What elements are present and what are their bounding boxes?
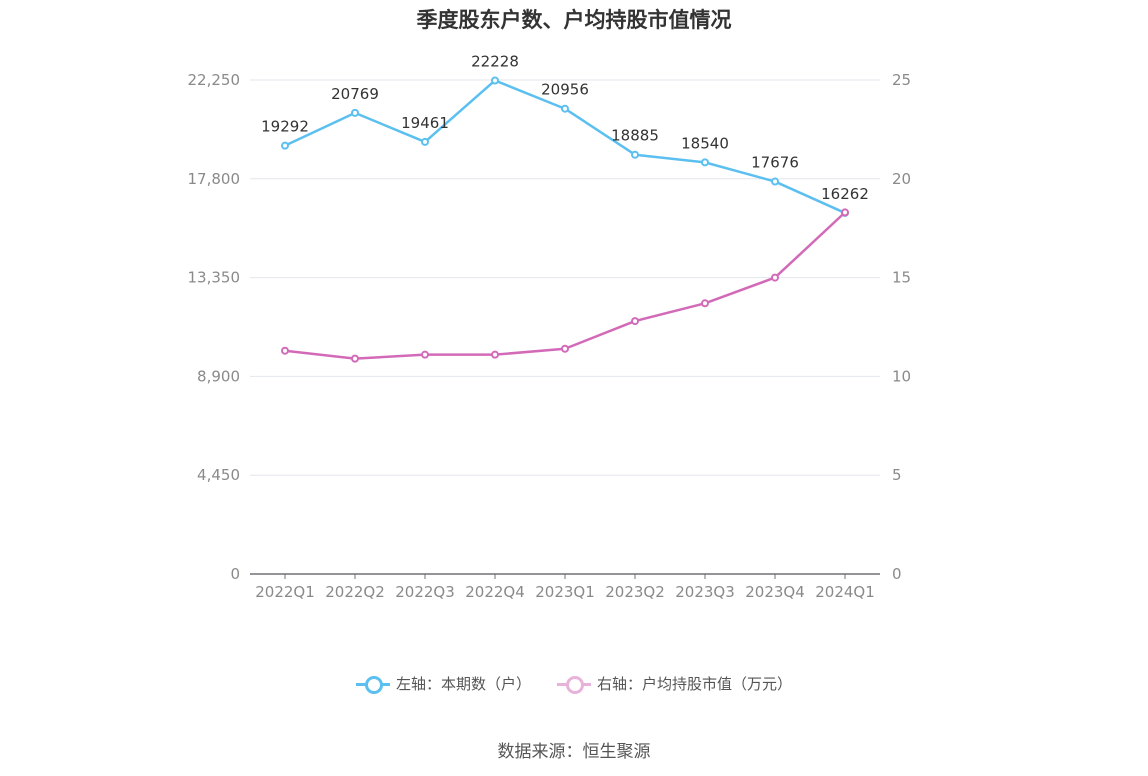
x-tick-label: 2024Q1 xyxy=(815,583,875,601)
data-point-households xyxy=(281,141,289,150)
source-note: 数据来源：恒生聚源 xyxy=(497,742,651,762)
left-tick-label: 13,350 xyxy=(188,269,241,287)
data-label-households: 18540 xyxy=(681,134,729,152)
data-point-avg-value xyxy=(351,354,359,363)
x-tick-label: 2022Q1 xyxy=(255,583,315,601)
right-tick-label: 0 xyxy=(892,565,902,583)
data-point-households xyxy=(561,104,569,113)
data-point-avg-value xyxy=(841,208,849,217)
data-point-avg-value xyxy=(561,344,569,353)
data-point-avg-value xyxy=(421,350,429,359)
left-tick-label: 22,250 xyxy=(188,71,241,89)
data-label-households: 20769 xyxy=(331,85,379,103)
data-label-households: 19292 xyxy=(261,118,309,136)
x-tick-label: 2023Q1 xyxy=(535,583,595,601)
data-label-households: 16262 xyxy=(821,185,869,203)
grid-lines xyxy=(250,79,880,476)
data-point-avg-value xyxy=(701,299,709,308)
x-tick-label: 2022Q4 xyxy=(465,583,525,601)
chart-canvas: 0 4,450 8,900 13,350 17,800 22,250 0 5 10 15 20 25… xyxy=(188,52,912,601)
data-point-households xyxy=(351,108,359,117)
right-tick-label: 25 xyxy=(892,71,911,89)
legend-marker-avg-value xyxy=(557,674,591,694)
data-labels-layer: 19292 20769 19461 22228 20956 18885 18540 17676… xyxy=(261,52,869,202)
left-tick-label: 0 xyxy=(230,565,240,583)
data-label-households: 17676 xyxy=(751,154,799,172)
legend-marker-households xyxy=(355,674,390,694)
right-tick-label: 15 xyxy=(892,269,911,287)
legend-label-avg-value: 右轴：户均持股市值（万元） xyxy=(597,675,793,693)
left-tick-label: 17,800 xyxy=(188,170,241,188)
right-tick-label: 10 xyxy=(892,367,911,385)
left-axis-ticks: 0 4,450 8,900 13,350 17,800 22,250 xyxy=(188,71,241,583)
legend-item-avg-value[interactable]: 右轴：户均持股市值（万元） xyxy=(557,673,792,694)
right-axis-ticks: 0 5 10 15 20 25 xyxy=(892,71,911,583)
legend-item-households[interactable]: 左轴：本期数（户） xyxy=(355,673,531,694)
left-tick-label: 4,450 xyxy=(197,466,240,484)
data-label-households: 20956 xyxy=(541,81,589,99)
data-point-avg-value xyxy=(771,273,779,282)
chart-title: 季度股东户数、户均持股市值情况 xyxy=(416,8,732,32)
data-point-households xyxy=(701,158,709,167)
x-tick-label: 2023Q3 xyxy=(675,583,735,601)
legend-label-households: 左轴：本期数（户） xyxy=(395,675,531,693)
data-label-households: 18885 xyxy=(611,127,659,145)
series-layer xyxy=(281,76,849,363)
data-point-avg-value xyxy=(631,317,639,326)
data-point-avg-value xyxy=(491,350,499,359)
legend: 左轴：本期数（户） 右轴：户均持股市值（万元） xyxy=(0,673,1148,694)
x-tick-label: 2022Q3 xyxy=(395,583,455,601)
data-point-households xyxy=(771,177,779,186)
x-tick-label: 2023Q2 xyxy=(605,583,665,601)
data-point-households xyxy=(491,76,499,85)
data-point-avg-value xyxy=(281,346,289,355)
series-line-avg-value xyxy=(284,211,846,360)
x-tick-label: 2023Q4 xyxy=(745,583,805,601)
data-label-households: 19461 xyxy=(401,114,449,132)
data-point-households xyxy=(421,137,429,146)
right-tick-label: 5 xyxy=(892,466,902,484)
data-label-households: 22228 xyxy=(471,52,519,70)
left-tick-label: 8,900 xyxy=(197,367,240,385)
x-axis: 2022Q1 2022Q2 2022Q3 2022Q4 2023Q1 2023Q2 2023… xyxy=(250,573,880,601)
x-tick-label: 2022Q2 xyxy=(325,583,385,601)
data-point-households xyxy=(631,150,639,159)
right-tick-label: 20 xyxy=(892,170,911,188)
